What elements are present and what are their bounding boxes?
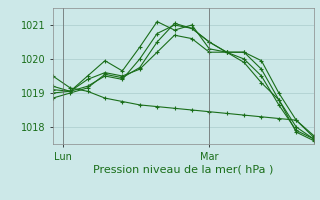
X-axis label: Pression niveau de la mer( hPa ): Pression niveau de la mer( hPa ) bbox=[93, 164, 273, 174]
